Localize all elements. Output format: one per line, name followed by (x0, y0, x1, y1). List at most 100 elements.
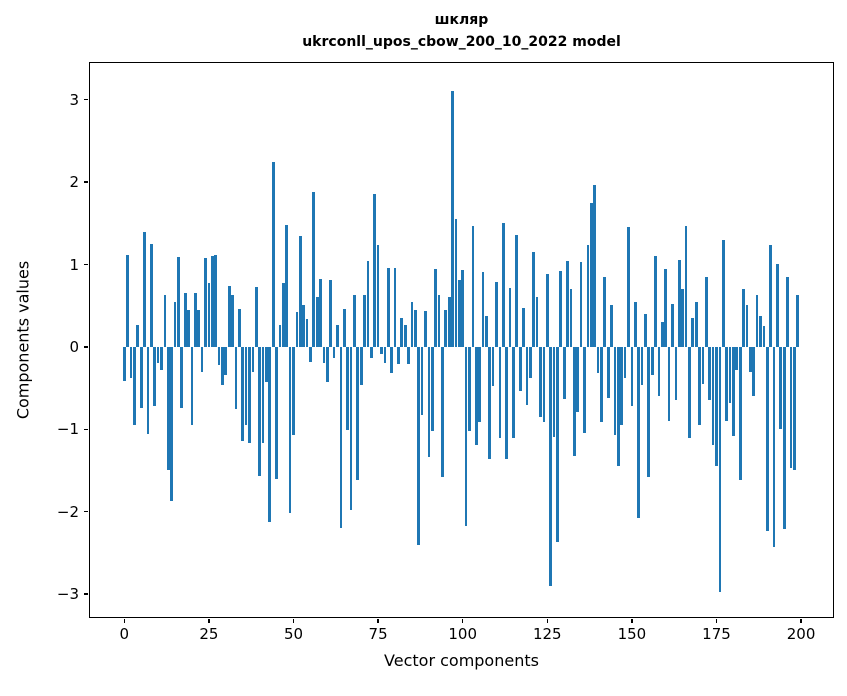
bar (539, 346, 542, 417)
bar (488, 346, 492, 459)
chart-title-model: ukrconll_upos_cbow_200_10_2022 model (302, 34, 621, 50)
bar (566, 261, 569, 347)
bar (701, 346, 705, 384)
x-tick-label: 50 (283, 625, 304, 643)
bar (583, 346, 586, 433)
bar (752, 346, 756, 397)
plot-area (89, 62, 834, 618)
bar (776, 263, 779, 347)
bar (437, 294, 441, 347)
bar (549, 346, 553, 586)
y-tick-label: 2 (69, 173, 79, 192)
bar (677, 260, 681, 347)
bar (630, 346, 634, 407)
bar (779, 346, 783, 430)
bar (674, 346, 678, 401)
bar (478, 346, 481, 422)
bar (474, 346, 478, 445)
bar (369, 346, 373, 359)
bar (664, 269, 668, 347)
bar (481, 271, 485, 347)
bar (356, 346, 360, 481)
bar (451, 91, 454, 347)
x-tick-mark (800, 618, 802, 623)
bar (738, 346, 742, 481)
bar (556, 346, 559, 543)
bar (254, 286, 258, 347)
bar (244, 346, 248, 426)
bar (403, 325, 407, 347)
bar (129, 346, 133, 379)
bar (156, 346, 160, 364)
bar (407, 346, 410, 365)
bar (759, 315, 762, 347)
bar (221, 346, 224, 385)
bar (231, 294, 234, 347)
bar (150, 243, 153, 347)
bar (413, 309, 417, 347)
bar (644, 313, 647, 347)
bar (376, 244, 380, 347)
bar (319, 279, 322, 347)
y-tick-mark (84, 99, 88, 101)
bar (424, 311, 427, 347)
bar (325, 346, 329, 383)
bar (559, 271, 563, 347)
bar (600, 346, 603, 422)
bar (180, 346, 184, 408)
bar (143, 232, 146, 347)
bar (471, 225, 475, 347)
bar (380, 346, 383, 355)
bar (704, 276, 708, 347)
x-tick-mark (462, 618, 464, 623)
bar (654, 256, 657, 347)
x-tick-mark (715, 618, 718, 623)
bar (400, 318, 404, 347)
bar (691, 318, 695, 347)
x-tick-label: 0 (119, 625, 130, 643)
bar (525, 346, 529, 406)
bar (353, 294, 356, 347)
x-tick-mark (377, 618, 379, 623)
x-tick-label: 75 (368, 625, 388, 643)
y-tick-label: 1 (69, 255, 79, 274)
bar (420, 346, 424, 416)
bar (224, 346, 228, 375)
y-tick-label: −2 (56, 502, 79, 521)
bar (183, 292, 187, 347)
bar (491, 346, 495, 386)
x-tick-label: 100 (448, 625, 477, 643)
bar (288, 346, 292, 514)
y-tick-label: −3 (56, 585, 79, 604)
bar (285, 224, 289, 347)
bar (342, 308, 346, 347)
bar (708, 346, 712, 401)
bar (498, 346, 502, 438)
bar (251, 346, 255, 372)
bar (177, 257, 180, 347)
bar (373, 194, 377, 347)
x-tick-mark (208, 618, 210, 623)
bar (721, 239, 725, 347)
bar (397, 346, 400, 365)
bar (430, 346, 434, 431)
y-tick-mark (84, 593, 88, 595)
y-tick-mark (84, 428, 88, 430)
bar (366, 261, 370, 347)
bar (336, 325, 339, 347)
bar (684, 225, 688, 347)
bar (613, 346, 617, 436)
bar (667, 346, 671, 422)
y-tick-label: 3 (69, 90, 79, 109)
bar (133, 346, 136, 426)
bar (772, 346, 776, 548)
chart-title-word: шкляр (434, 12, 489, 28)
bar (461, 270, 465, 347)
bar (694, 301, 698, 347)
bar (782, 346, 786, 529)
bar (312, 191, 316, 347)
y-tick-mark (84, 346, 88, 348)
bar (464, 346, 468, 526)
bar (688, 346, 691, 438)
